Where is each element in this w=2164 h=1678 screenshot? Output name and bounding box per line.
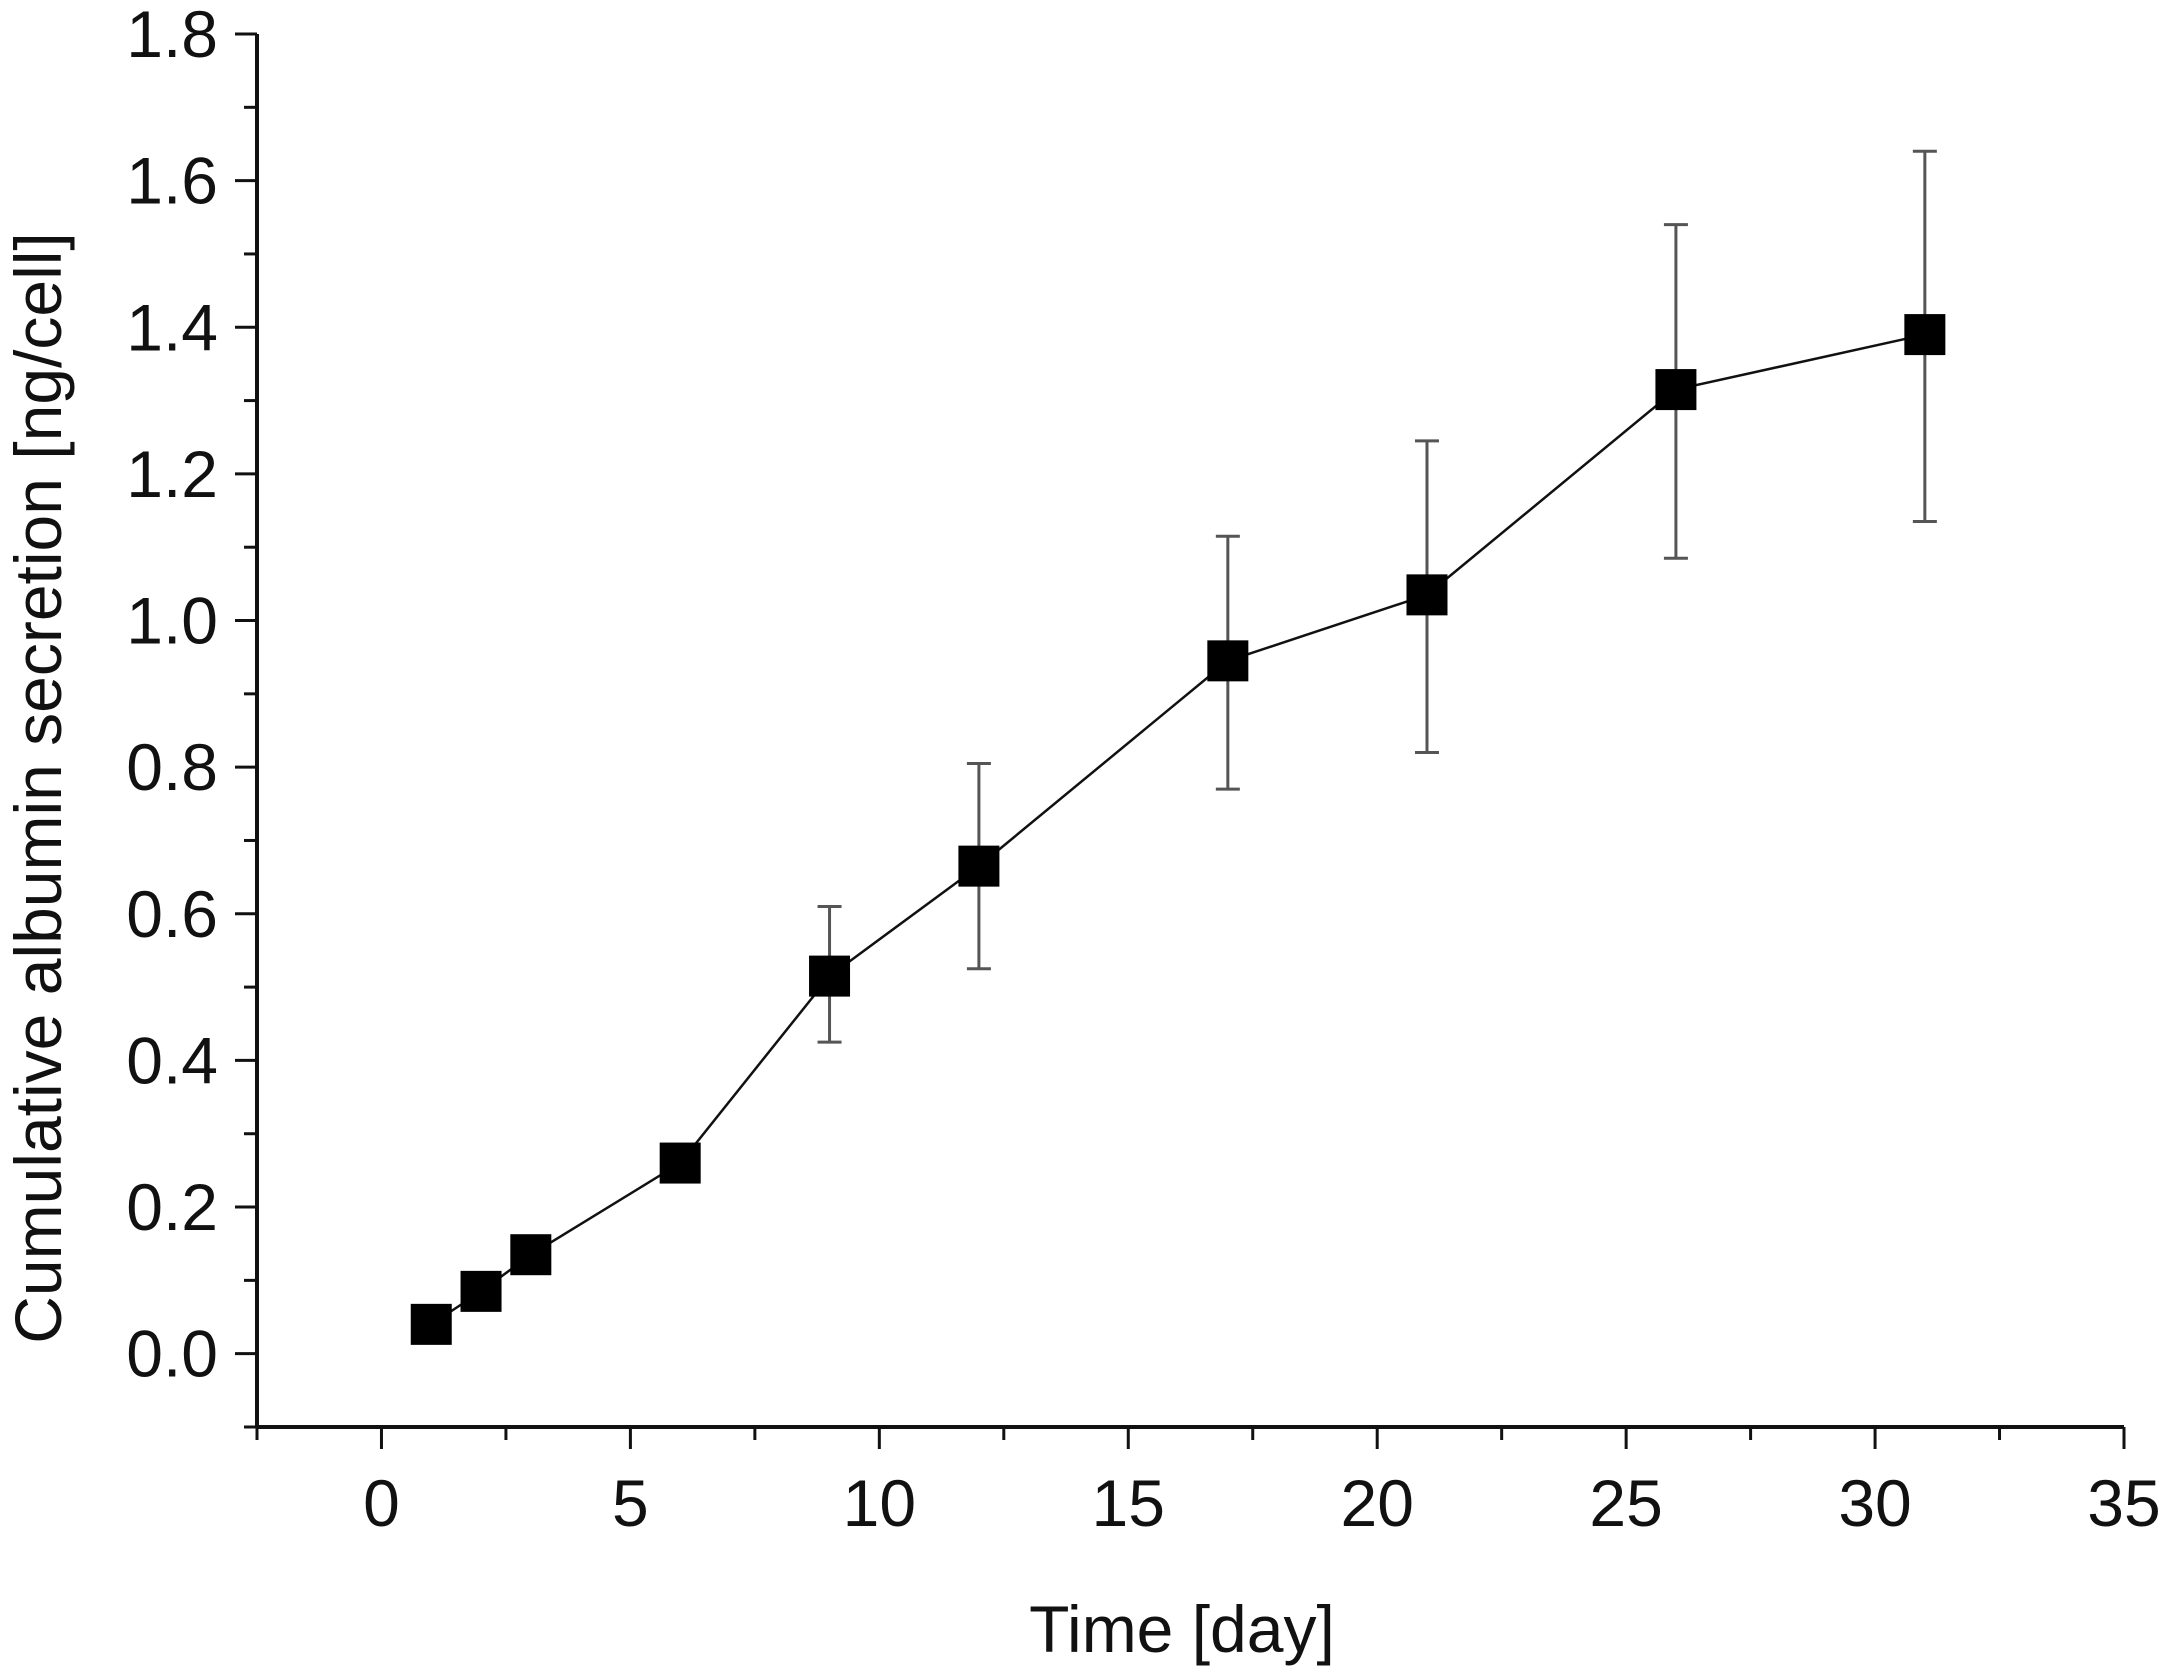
data-point-day-2 (460, 1270, 502, 1312)
x-tick-label-20: 20 (1340, 1466, 1413, 1540)
y-tick-label-0.8: 0.8 (126, 730, 218, 804)
y-axis-title: Cumulative albumin secretion [ng/cell] (1, 232, 75, 1344)
y-tick-label-1.6: 1.6 (126, 144, 218, 218)
axes (255, 34, 2124, 1429)
x-tick-label-0: 0 (363, 1466, 400, 1540)
x-tick-label-25: 25 (1589, 1466, 1662, 1540)
x-tick-label-30: 30 (1838, 1466, 1911, 1540)
error-bars (668, 149, 1937, 1183)
x-axis-title: Time [day] (1029, 1592, 1335, 1666)
x-tick-label-35: 35 (2087, 1466, 2160, 1540)
x-tick-label-15: 15 (1092, 1466, 1165, 1540)
y-tick-label-0.6: 0.6 (126, 877, 218, 951)
x-tick-label-10: 10 (843, 1466, 916, 1540)
data-point-day-26 (1655, 369, 1697, 411)
data-point-day-9 (809, 955, 851, 997)
y-tick-label-1.2: 1.2 (126, 437, 218, 511)
y-tick-label-1.4: 1.4 (126, 290, 218, 364)
y-tick-label-1.8: 1.8 (126, 0, 218, 71)
data-point-day-21 (1406, 574, 1448, 616)
y-axis-ticks: 0.0 0.2 0.4 0.6 0.8 1.0 1.2 1.4 1.6 1.8 (126, 0, 257, 1429)
y-tick-label-0.2: 0.2 (126, 1170, 218, 1244)
data-point-day-3 (510, 1234, 552, 1276)
x-axis-ticks: 0 5 10 15 20 25 30 35 (255, 1427, 2161, 1540)
y-tick-label-1.0: 1.0 (126, 584, 218, 658)
series-lines (430, 333, 1926, 1326)
data-point-day-6 (659, 1142, 701, 1184)
data-point-day-31 (1904, 314, 1946, 356)
x-tick-label-5: 5 (612, 1466, 649, 1540)
y-tick-label-0.4: 0.4 (126, 1023, 218, 1097)
data-points (410, 314, 1946, 1345)
y-tick-label-0.0: 0.0 (126, 1317, 218, 1391)
series-line-0 (430, 333, 1926, 1326)
data-point-day-12 (958, 845, 1000, 887)
data-point-day-17 (1207, 640, 1249, 682)
data-point-day-1 (410, 1303, 452, 1345)
